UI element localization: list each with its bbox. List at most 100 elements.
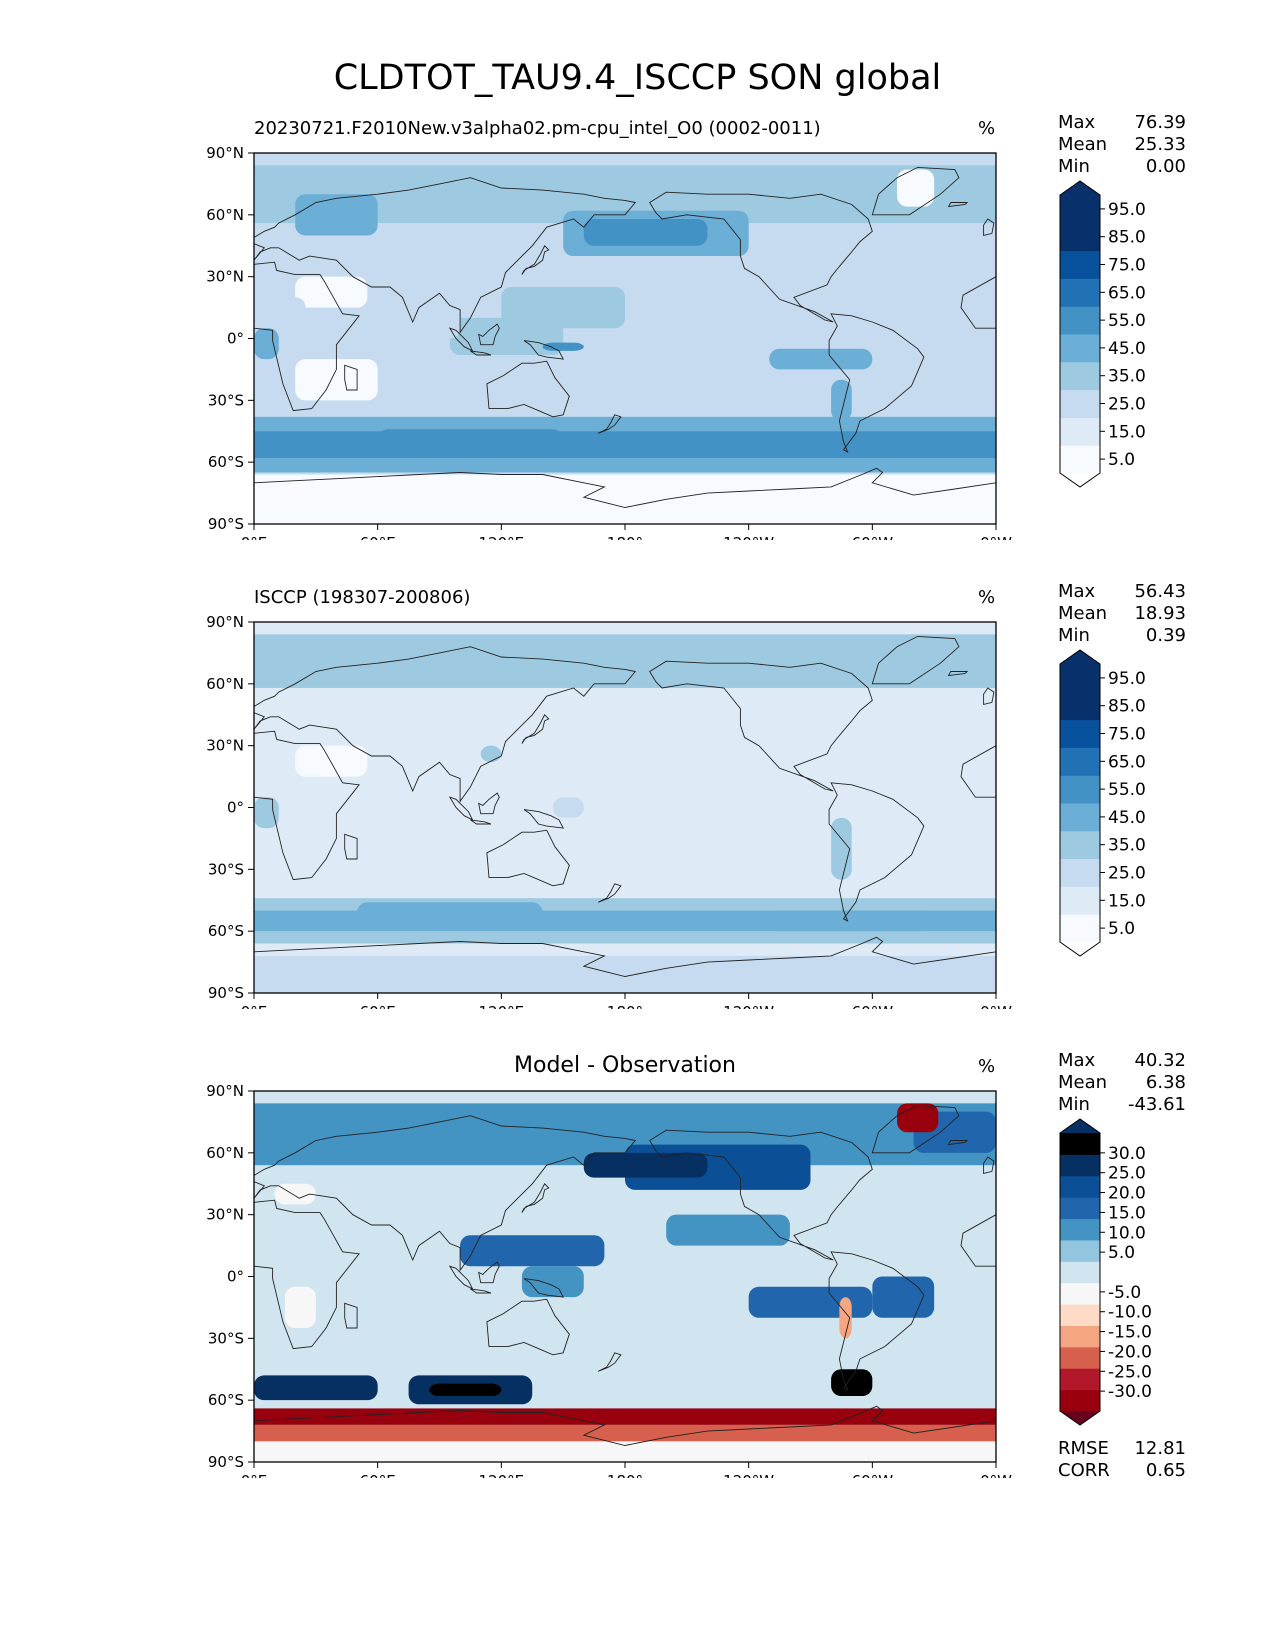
max-value: 76.39 bbox=[1134, 112, 1186, 133]
coastline bbox=[871, 635, 960, 685]
contour-patch bbox=[521, 1266, 584, 1298]
coastline bbox=[521, 714, 550, 744]
x-tick-label: 180° bbox=[607, 534, 643, 540]
mean-label: Mean bbox=[1058, 1072, 1108, 1093]
coastline bbox=[254, 936, 996, 993]
colorbar-bin bbox=[1060, 222, 1100, 252]
coastline bbox=[523, 340, 564, 360]
stats-block: Max 76.39 Mean 25.33 Min 0.00 bbox=[1058, 112, 1186, 178]
contour-patch bbox=[480, 745, 502, 763]
coastline bbox=[947, 1140, 969, 1146]
colorbar-extend-top bbox=[1060, 650, 1100, 664]
x-tick-label: 60°E bbox=[360, 534, 396, 540]
coastline bbox=[828, 313, 925, 453]
contour-patch bbox=[460, 1235, 605, 1267]
model-map-chart: 0°E 60°E 120°E 180° 120°W 60°W 0°W 90°N 60°N 30°N… bbox=[206, 144, 1146, 540]
coastlines bbox=[254, 635, 996, 993]
mean-value: 18.93 bbox=[1134, 603, 1186, 624]
contour-patch bbox=[542, 342, 584, 351]
colorbar-tick-label: 15.0 bbox=[1108, 891, 1146, 911]
y-tick-label: 90°S bbox=[208, 1453, 244, 1471]
y-tick-label: 30°N bbox=[206, 1206, 244, 1224]
colorbar-bin bbox=[1060, 417, 1100, 446]
colorbar-tick-label: 35.0 bbox=[1108, 367, 1146, 387]
coastline bbox=[960, 276, 996, 329]
colorbar-tick-label: 55.0 bbox=[1108, 780, 1146, 800]
coastline bbox=[523, 809, 564, 829]
coastline bbox=[871, 166, 960, 216]
colorbar-bin bbox=[1060, 1282, 1100, 1305]
contour-patch bbox=[284, 1286, 316, 1329]
coastline bbox=[470, 1288, 492, 1294]
coastline bbox=[649, 1129, 873, 1261]
rmse-value: 12.81 bbox=[1134, 1438, 1186, 1459]
x-tick-label: 120°W bbox=[723, 1472, 774, 1478]
coastline bbox=[598, 1352, 622, 1372]
metrics-block: RMSE 12.81 CORR 0.65 bbox=[1058, 1438, 1186, 1482]
colorbar-tick-label: 35.0 bbox=[1108, 836, 1146, 856]
y-tick-label: 60°N bbox=[206, 206, 244, 224]
colorbar: 5.0 15.0 25.0 35.0 45.0 55.0 65.0 75.0 85.0 95.0 bbox=[1059, 649, 1146, 957]
colorbar-extend-bottom bbox=[1060, 942, 1100, 956]
x-tick-label: 0°W bbox=[980, 1472, 1012, 1478]
contour-patch bbox=[254, 634, 996, 688]
coastline bbox=[478, 792, 500, 815]
colorbar-tick-label: 25.0 bbox=[1108, 395, 1146, 415]
x-tick-label: 180° bbox=[607, 1003, 643, 1009]
contour-patch bbox=[377, 429, 564, 454]
y-tick-label: 30°N bbox=[206, 737, 244, 755]
colorbar-tick-label: 75.0 bbox=[1108, 725, 1146, 745]
colorbar-extend-bottom bbox=[1060, 473, 1100, 487]
colorbar-tick-label: 45.0 bbox=[1108, 808, 1146, 828]
y-tick-label: 30°S bbox=[208, 1329, 244, 1347]
colorbar-tick-label: 45.0 bbox=[1108, 339, 1146, 359]
coastline bbox=[470, 350, 492, 356]
colorbar-bin bbox=[1060, 664, 1100, 693]
coastline bbox=[960, 745, 996, 798]
coastline bbox=[947, 202, 969, 208]
mean-value: 25.33 bbox=[1134, 134, 1186, 155]
min-label: Min bbox=[1058, 156, 1090, 177]
max-label: Max bbox=[1058, 112, 1096, 133]
colorbar-bin bbox=[1060, 334, 1100, 363]
contour-patch bbox=[769, 348, 873, 370]
colorbar-bin bbox=[1060, 886, 1100, 915]
coastline bbox=[983, 1156, 995, 1174]
contour-patch bbox=[357, 902, 543, 928]
colorbar-tick-label: 10.0 bbox=[1108, 1223, 1146, 1243]
min-value: -43.61 bbox=[1127, 1094, 1186, 1115]
rmse-label: RMSE bbox=[1058, 1438, 1109, 1459]
colorbar-bin bbox=[1060, 278, 1100, 307]
coastline bbox=[254, 1115, 637, 1272]
colorbar-bin bbox=[1060, 914, 1100, 943]
x-tick-label: 0°W bbox=[980, 1003, 1012, 1009]
colorbar-tick-label: 5.0 bbox=[1108, 1243, 1135, 1263]
y-tick-label: 0° bbox=[227, 330, 244, 348]
x-tick-label: 120°W bbox=[723, 534, 774, 540]
contour-patch bbox=[254, 955, 996, 993]
coastline bbox=[344, 1302, 358, 1329]
contour-patch bbox=[872, 1276, 935, 1318]
contour-patch bbox=[583, 218, 708, 246]
x-tick-label: 120°W bbox=[723, 1003, 774, 1009]
y-tick-label: 60°N bbox=[206, 1144, 244, 1162]
coastline bbox=[478, 323, 500, 346]
coastline bbox=[649, 191, 873, 323]
max-label: Max bbox=[1058, 1050, 1096, 1071]
contour-patch bbox=[295, 194, 378, 236]
x-tick-label: 60°W bbox=[852, 1472, 894, 1478]
mean-label: Mean bbox=[1058, 134, 1108, 155]
contour-patch bbox=[274, 1183, 316, 1205]
contour-patch bbox=[295, 745, 368, 777]
colorbar-outline bbox=[1059, 1118, 1101, 1426]
coastline bbox=[598, 414, 622, 434]
colorbar-bin bbox=[1060, 1346, 1100, 1369]
coastline bbox=[983, 218, 995, 236]
y-tick-label: 0° bbox=[227, 1268, 244, 1286]
coastline bbox=[254, 646, 637, 803]
colorbar-bin bbox=[1060, 1239, 1100, 1262]
contour-patch bbox=[254, 328, 279, 360]
colorbar-tick-label: 55.0 bbox=[1108, 311, 1146, 331]
x-tick-label: 0°E bbox=[241, 534, 268, 540]
